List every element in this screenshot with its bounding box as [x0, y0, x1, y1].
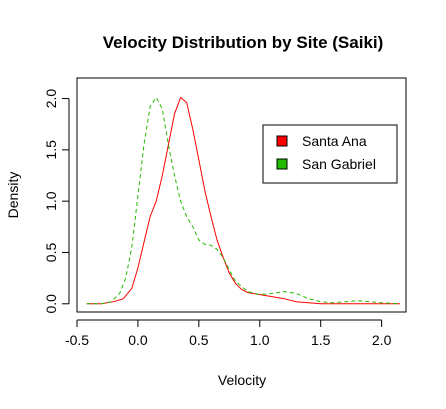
legend-label-santa-ana: Santa Ana — [302, 133, 367, 149]
y-axis: 0.0 0.5 1.0 1.5 2.0 — [43, 89, 70, 314]
legend-label-san-gabriel: San Gabriel — [302, 156, 376, 172]
y-axis-title: Density — [5, 172, 21, 219]
series-line-san-gabriel — [86, 96, 400, 305]
chart-title: Velocity Distribution by Site (Saiki) — [103, 33, 384, 52]
x-tick-label: 0.5 — [189, 332, 209, 348]
y-tick-label: 2.0 — [43, 89, 59, 109]
legend: Santa Ana San Gabriel — [262, 124, 398, 184]
y-tick-label: 0.0 — [43, 294, 59, 314]
y-tick-label: 1.5 — [43, 140, 59, 160]
y-tick-label: 1.0 — [43, 191, 59, 211]
series-line-santa-ana — [86, 96, 400, 305]
x-tick-label: 1.5 — [311, 332, 331, 348]
x-tick-label: 1.0 — [250, 332, 270, 348]
plot-frame — [76, 77, 407, 313]
series-layer — [86, 96, 400, 305]
x-axis-title: Velocity — [218, 372, 266, 388]
y-tick-label: 0.5 — [43, 243, 59, 263]
x-axis: -0.5 0.0 0.5 1.0 1.5 2.0 — [65, 319, 392, 348]
legend-swatch-san-gabriel — [276, 158, 288, 170]
x-tick-label: 2.0 — [372, 332, 392, 348]
legend-swatch-santa-ana — [276, 135, 288, 147]
x-tick-label: -0.5 — [65, 332, 89, 348]
x-tick-label: 0.0 — [128, 332, 148, 348]
plot-frame-rect — [76, 77, 407, 313]
legend-box — [262, 124, 398, 184]
